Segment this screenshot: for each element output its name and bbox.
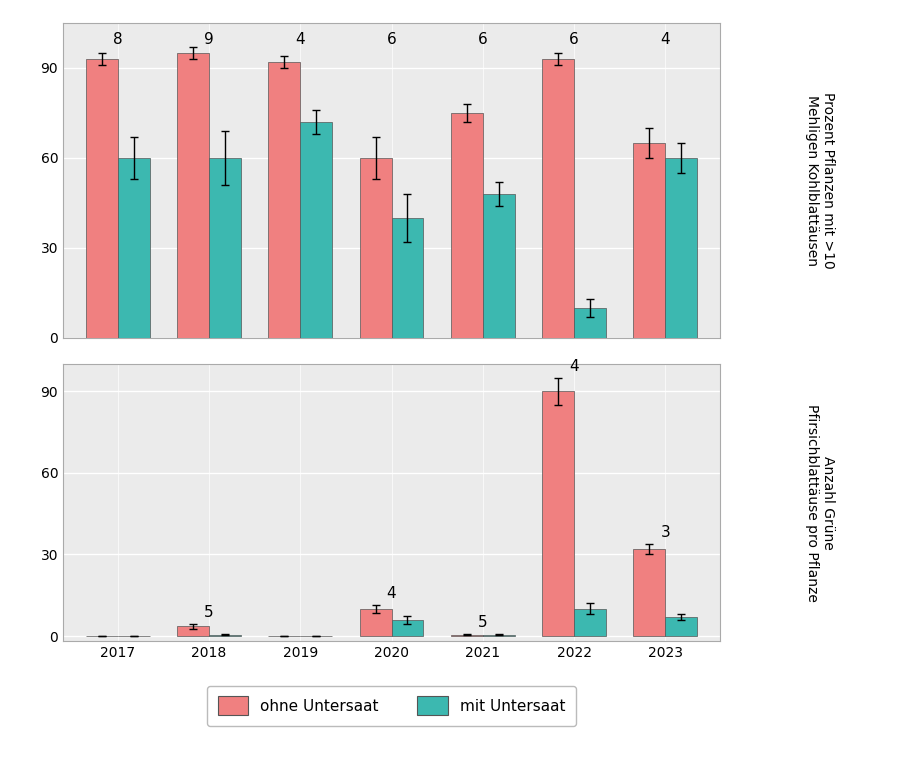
Bar	[634, 549, 665, 636]
Bar	[209, 158, 241, 338]
Bar	[118, 158, 149, 338]
Text: 4: 4	[295, 32, 305, 47]
Y-axis label: Anzahl Grüne
Pfirsichblattäuse pro Pflanze: Anzahl Grüne Pfirsichblattäuse pro Pflan…	[805, 404, 835, 602]
Bar	[177, 627, 209, 636]
Text: 9: 9	[204, 32, 214, 47]
Text: 4: 4	[661, 32, 670, 47]
Bar	[542, 59, 574, 338]
Bar	[268, 62, 301, 338]
Bar	[209, 635, 241, 636]
Text: 5: 5	[478, 615, 488, 630]
Bar	[392, 218, 423, 338]
Legend: ohne Untersaat, mit Untersaat: ohne Untersaat, mit Untersaat	[207, 686, 576, 725]
Bar	[86, 59, 118, 338]
Bar	[665, 158, 698, 338]
Bar	[482, 194, 515, 338]
Bar	[451, 113, 482, 338]
Bar	[665, 617, 698, 636]
Bar	[360, 609, 392, 636]
Bar	[392, 620, 423, 636]
Text: 6: 6	[478, 32, 488, 47]
Bar	[574, 609, 606, 636]
Text: 5: 5	[204, 604, 214, 620]
Bar	[177, 53, 209, 338]
Bar	[301, 122, 332, 338]
Text: 8: 8	[112, 32, 122, 47]
Bar	[482, 635, 515, 636]
Text: 4: 4	[387, 586, 396, 601]
Bar	[634, 142, 665, 338]
Bar	[542, 391, 574, 636]
Bar	[360, 158, 392, 338]
Bar	[574, 308, 606, 338]
Text: 6: 6	[569, 32, 579, 47]
Text: 4: 4	[569, 358, 579, 374]
Y-axis label: Prozent Pflanzen mit >10
Mehligen Kohlblattäusen: Prozent Pflanzen mit >10 Mehligen Kohlbl…	[805, 92, 835, 269]
Bar	[451, 635, 482, 636]
Text: 6: 6	[387, 32, 396, 47]
Text: 3: 3	[661, 525, 670, 539]
